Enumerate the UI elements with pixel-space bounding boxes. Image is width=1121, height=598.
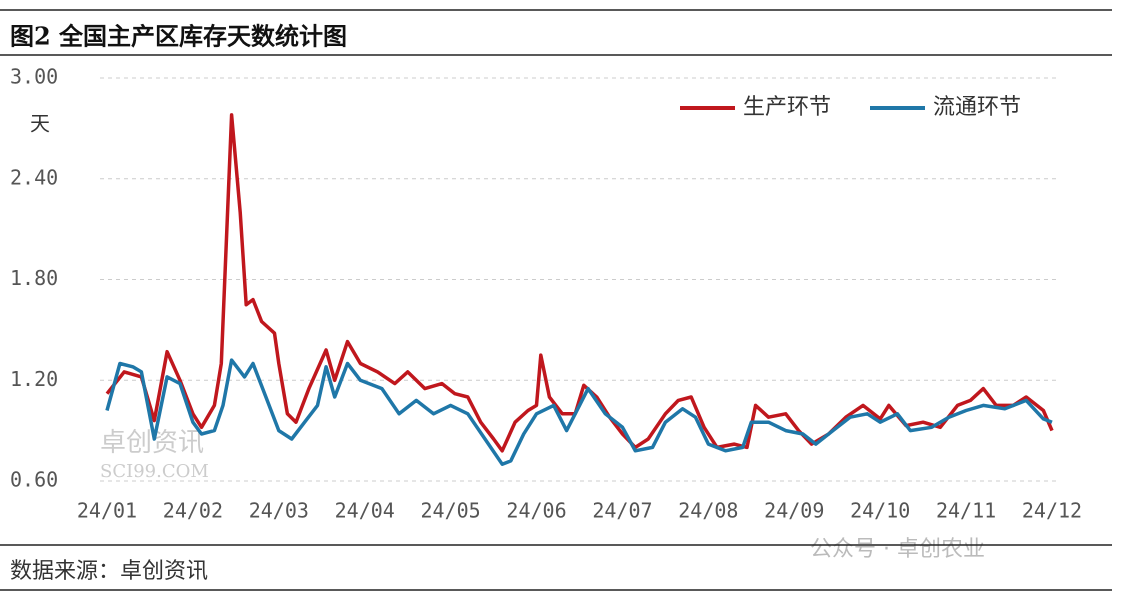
y-tick-label: 2.40 xyxy=(10,165,58,189)
source: 数据来源：卓创资讯 xyxy=(10,559,208,584)
x-tick-label: 24/05 xyxy=(421,499,481,523)
x-tick-label: 24/02 xyxy=(163,499,223,523)
line xyxy=(105,113,1054,453)
x-tick-label: 24/06 xyxy=(506,499,566,523)
x-tick-label: 24/10 xyxy=(850,499,910,523)
x-tick-label: 24/01 xyxy=(77,499,137,523)
x-tick-label: 24/04 xyxy=(335,499,395,523)
watermark: 公众号 · 卓创农业 xyxy=(810,537,985,562)
y-tick-label: 1.80 xyxy=(10,266,58,290)
x-tick-label: 24/07 xyxy=(592,499,652,523)
y-unit: 天 xyxy=(30,112,50,136)
legend-label: 流通环节 xyxy=(933,95,1021,120)
x-tick-label: 24/08 xyxy=(678,499,738,523)
chart-title: 图2 全国主产区库存天数统计图 xyxy=(10,22,347,51)
x-tick-label: 24/11 xyxy=(936,499,996,523)
y-tick-label: 3.00 xyxy=(10,65,58,89)
line xyxy=(105,358,1053,466)
watermark: SCI99.COM xyxy=(100,461,209,482)
y-tick-label: 1.20 xyxy=(10,367,58,391)
x-tick-label: 24/12 xyxy=(1022,499,1082,523)
y-tick-label: 0.60 xyxy=(10,468,58,492)
legend-label: 生产环节 xyxy=(743,95,831,120)
x-tick-label: 24/09 xyxy=(764,499,824,523)
x-tick-label: 24/03 xyxy=(249,499,309,523)
